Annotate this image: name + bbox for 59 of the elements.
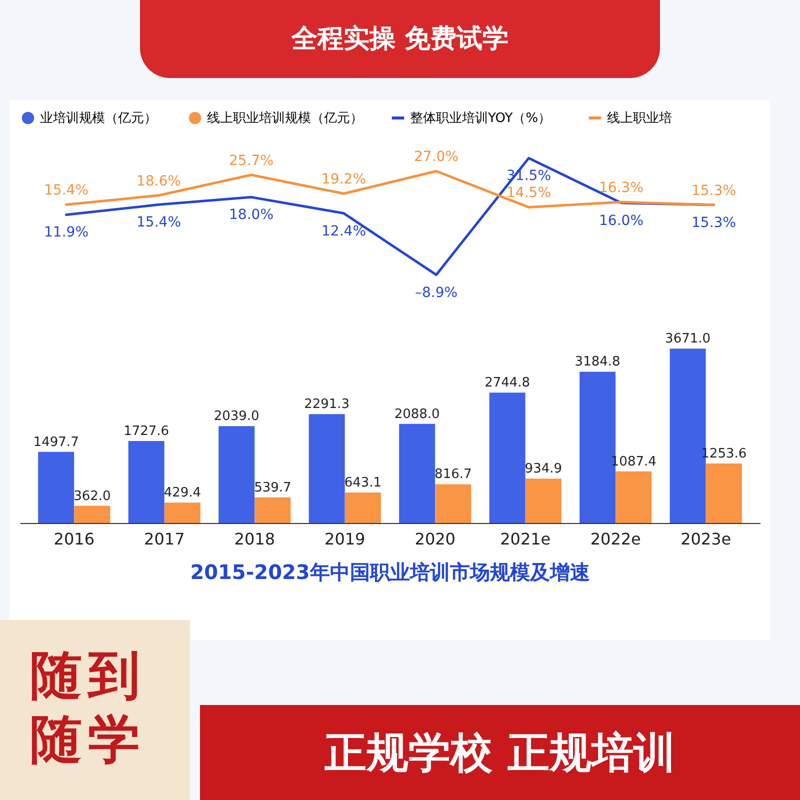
bar [164,502,200,523]
data-label: 643.1 [344,475,382,490]
x-tick-label: 2018 [234,530,275,548]
bar [525,478,562,523]
data-label: 1497.7 [33,434,79,450]
bar [308,414,345,523]
data-label: 25.7% [229,152,274,169]
data-label: 12.4% [322,223,366,240]
legend-label: 整体职业培训YOY（%） [410,111,552,126]
data-label: 15.4% [44,182,88,199]
data-label: 3671.0 [665,332,711,347]
bar [74,506,110,523]
bar [128,440,164,523]
bar [218,426,255,523]
data-label: 18.0% [229,207,274,224]
data-label: 14.5% [506,185,551,202]
legend-label: 线上职业培训规模（亿元） [207,111,363,126]
data-label: 2744.8 [484,376,530,391]
text: 全程实操 免费试学 [140,0,660,78]
data-label: 539.7 [254,480,292,496]
bar [254,497,291,523]
data-label: 362.0 [74,488,111,504]
x-tick-label: 2019 [324,530,366,548]
data-label: 816.7 [434,467,472,482]
x-tick-label: 2020 [414,530,456,548]
x-tick-label: 2016 [54,530,95,548]
data-label: 934.9 [524,462,562,477]
data-label: 2291.3 [304,397,350,412]
data-label: 18.6% [136,173,181,190]
bar [344,492,381,523]
bar [616,471,652,523]
data-label: 27.0% [414,149,458,166]
text: 随到随学 [0,620,190,800]
bar [489,392,526,523]
data-label: 16.0% [599,212,644,229]
legend-label: 线上职业培 [607,111,672,126]
x-tick-label: 2017 [144,530,185,548]
bar [435,484,472,523]
data-label: 429.4 [164,486,202,501]
data-label: –8.9% [414,284,458,301]
legend-label: 业培训规模（亿元） [40,111,157,126]
data-label: 2039.0 [214,409,260,424]
data-label: 15.3% [692,214,736,231]
x-tick-label: 2022e [590,530,641,548]
text: 正规学校 正规培训 [200,705,800,800]
data-label: 15.4% [136,214,181,231]
text: 2015-2023年中国职业培训市场规模及增速 [190,560,590,584]
data-label: 15.3% [692,182,736,199]
x-tick-label: 2021e [500,530,551,548]
x-tick-label: 2023e [680,530,732,548]
data-label: 2088.0 [394,406,440,422]
data-label: 1727.6 [124,424,170,439]
data-label: 3184.8 [574,354,620,370]
bar [706,463,742,523]
data-label: 19.2% [322,172,366,188]
bar [38,452,74,523]
data-label: 16.3% [599,180,644,196]
data-label: 11.9% [44,224,88,241]
bar [399,424,436,523]
